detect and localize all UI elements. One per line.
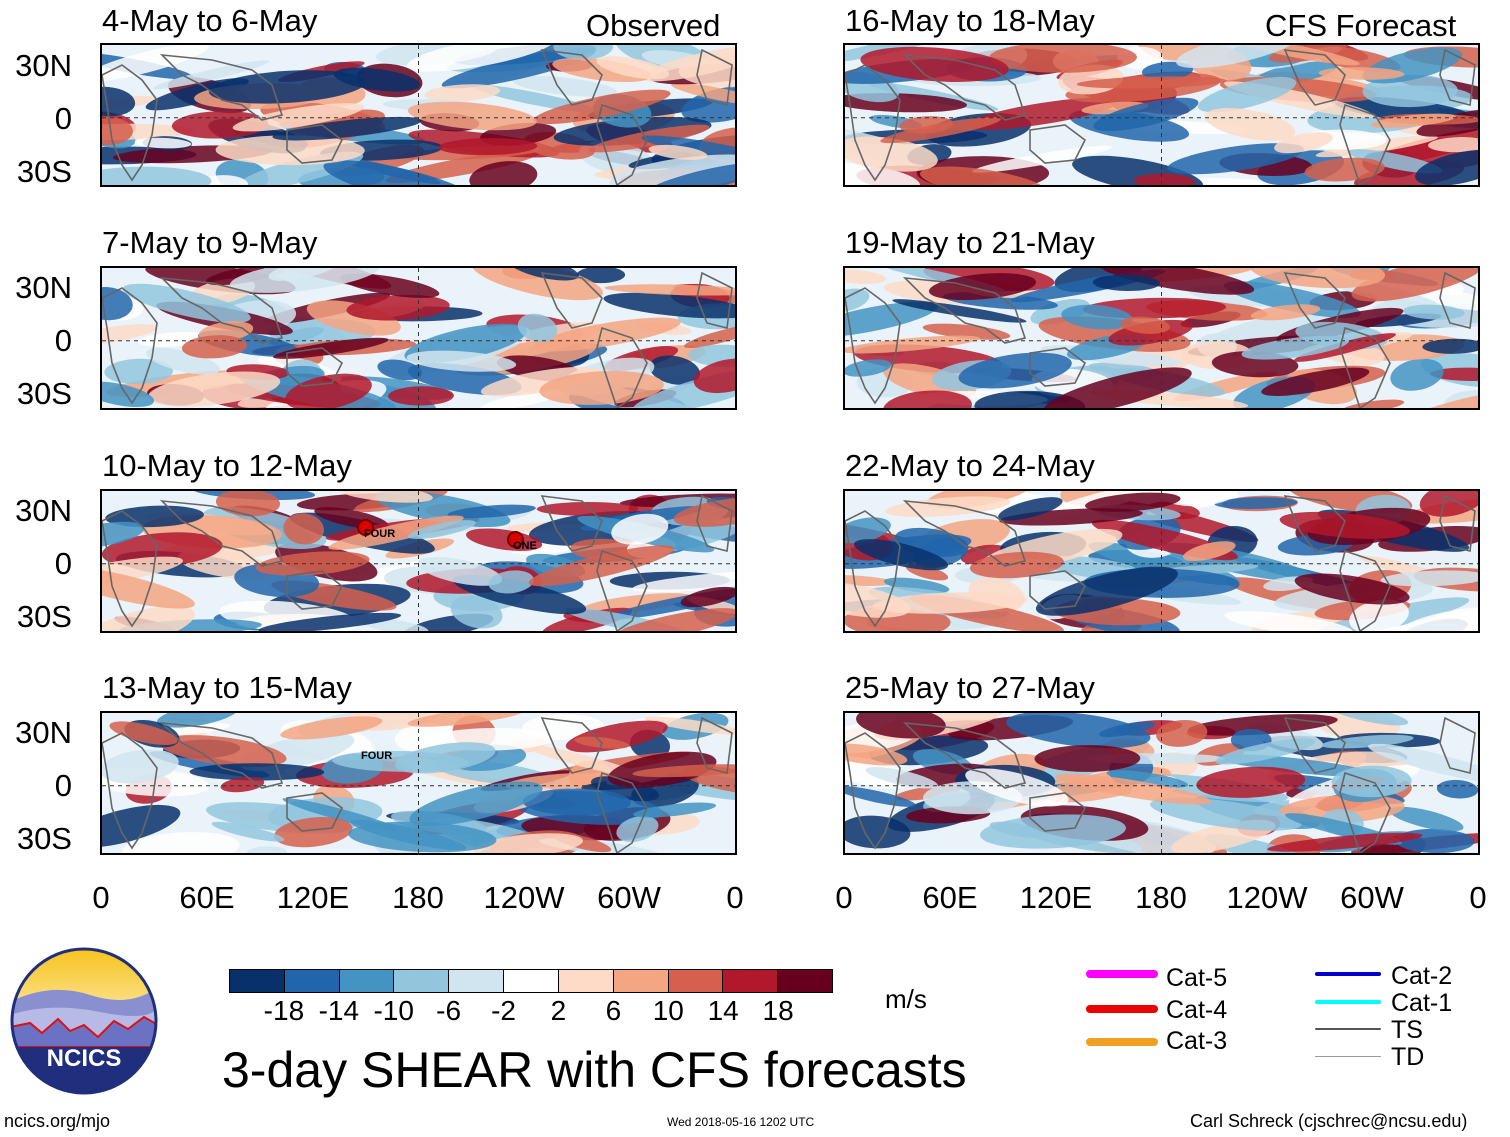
footer-credit: Carl Schreck (cjschrec@ncsu.edu) [1190, 1111, 1468, 1131]
legend-label-cat4: Cat-4 [1166, 996, 1228, 1024]
colorbar-swatch [668, 970, 724, 992]
legend-label-cat1: Cat-1 [1391, 989, 1453, 1017]
colorbar-swatch [449, 970, 505, 992]
footer-url: ncics.org/mjo [4, 1111, 111, 1131]
lat-label: 30S [16, 154, 72, 189]
legend-label-cat2: Cat-2 [1391, 962, 1453, 990]
lat-label: 0 [54, 546, 72, 581]
colorbar-swatch [723, 970, 779, 992]
lon-label: 180 [392, 880, 444, 915]
colorbar-swatch [504, 970, 559, 992]
storm-marker-icon [507, 531, 524, 548]
lat-label: 30N [15, 493, 72, 528]
colorbar-tick-label: 14 [707, 995, 739, 1026]
lon-label: 60E [922, 880, 978, 915]
lon-label: 0 [92, 880, 110, 915]
legend-label-ts: TS [1391, 1016, 1423, 1044]
colorbar-tick-label: -14 [318, 995, 360, 1026]
lon-label: 120W [1226, 880, 1308, 915]
lon-label: 120E [276, 880, 350, 915]
lon-label: 0 [1469, 880, 1487, 915]
colorbar-swatch [284, 970, 340, 992]
lat-label: 30S [16, 376, 72, 411]
lat-label: 30S [16, 821, 72, 856]
storm-label: FOUR [364, 528, 396, 540]
units-label: m/s [885, 984, 927, 1014]
map-panel-forecast-1 [843, 43, 1480, 187]
legend-swatch-ts [1315, 1028, 1381, 1030]
legend-swatch-cat3 [1086, 1038, 1158, 1046]
storm-label: ONE [513, 540, 537, 552]
colorbar-swatch [394, 970, 450, 992]
colorbar-tick-label: -10 [373, 995, 414, 1026]
lat-label: 30N [15, 270, 72, 305]
logo-text: NCICS [46, 1045, 122, 1072]
colorbar-tick-label: 10 [652, 995, 684, 1026]
colorbar-tick-label: 18 [762, 995, 794, 1026]
lon-label: 60W [1340, 880, 1404, 915]
panel-title: 13-May to 15-May [102, 670, 352, 705]
legend-swatch-cat5 [1086, 970, 1158, 978]
lat-label: 0 [54, 768, 72, 803]
map-panel-forecast-3 [843, 489, 1480, 633]
legend-label-cat3: Cat-3 [1166, 1027, 1228, 1055]
lat-label: 0 [54, 101, 72, 136]
colorbar-tick-label: -18 [263, 995, 305, 1026]
storm-label: FOUR [361, 750, 393, 762]
legend-label-cat5: Cat-5 [1166, 964, 1228, 992]
lon-label: 0 [835, 880, 853, 915]
lat-label: 30N [15, 48, 72, 83]
colorbar-tick-label: 2 [550, 995, 567, 1026]
map-panel-forecast-4 [843, 711, 1480, 855]
panel-title: 19-May to 21-May [845, 225, 1095, 260]
panel-title: 4-May to 6-May [102, 3, 318, 38]
colorbar [229, 969, 833, 993]
legend-swatch-td [1315, 1056, 1381, 1057]
panel-title: 7-May to 9-May [102, 225, 318, 260]
colorbar-swatch [778, 970, 832, 992]
observed-label: Observed [586, 8, 721, 43]
colorbar-swatch [558, 970, 614, 992]
panel-title: 10-May to 12-May [102, 448, 352, 483]
colorbar-tick-label: -2 [491, 995, 516, 1026]
map-panel-observed-3 [100, 489, 737, 633]
legend-swatch-cat1 [1315, 1000, 1381, 1004]
legend-label-td: TD [1391, 1043, 1425, 1071]
colorbar-swatch [613, 970, 669, 992]
panel-title: 22-May to 24-May [845, 448, 1095, 483]
lon-label: 60W [597, 880, 661, 915]
colorbar-swatch [230, 970, 285, 992]
panel-title: 16-May to 18-May [845, 3, 1095, 38]
lon-label: 120E [1019, 880, 1093, 915]
colorbar-swatch [339, 970, 395, 992]
figure-title: 3-day SHEAR with CFS forecasts [222, 1042, 967, 1098]
map-panel-observed-1 [100, 43, 737, 187]
storm-marker-icon [357, 519, 374, 536]
legend-swatch-cat2 [1315, 972, 1381, 976]
lon-label: 60E [179, 880, 235, 915]
lon-label: 180 [1135, 880, 1187, 915]
lat-label: 0 [54, 323, 72, 358]
colorbar-tick-label: 6 [605, 995, 622, 1026]
ncics-logo: NCICS [10, 947, 158, 1095]
lon-label: 0 [726, 880, 744, 915]
cfs-forecast-label: CFS Forecast [1265, 8, 1457, 43]
map-panel-forecast-2 [843, 266, 1480, 410]
footer-timestamp: Wed 2018-05-16 1202 UTC [667, 1115, 815, 1129]
lon-label: 120W [483, 880, 565, 915]
map-panel-observed-4 [100, 711, 737, 855]
lat-label: 30S [16, 599, 72, 634]
legend-swatch-cat4 [1086, 1005, 1158, 1013]
lat-label: 30N [15, 715, 72, 750]
colorbar-tick-label: -6 [436, 995, 462, 1026]
map-panel-observed-2 [100, 266, 737, 410]
panel-title: 25-May to 27-May [845, 670, 1095, 705]
